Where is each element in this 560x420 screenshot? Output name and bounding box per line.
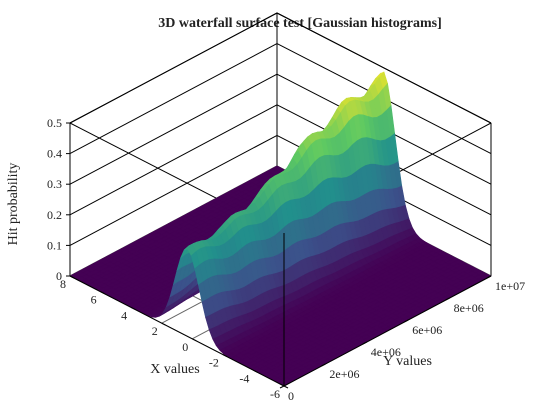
x-tick-mark [222, 354, 228, 358]
z-gridline [69, 12, 492, 124]
x-tick-mark [161, 322, 166, 326]
y-tick-label: 1e+07 [495, 279, 525, 293]
z-tick-label: 0.1 [47, 238, 62, 252]
x-tick-label: 6 [91, 293, 97, 307]
x-tick-mark [253, 369, 258, 373]
z-gridline [69, 104, 492, 216]
y-tick-label: 0 [288, 389, 294, 403]
y-axis-title: Y values [383, 354, 432, 369]
x-axis-title: X values [150, 362, 199, 377]
y-tick-mark [362, 341, 368, 345]
x-tick-label: 0 [182, 340, 188, 354]
z-gridline [69, 134, 492, 246]
x-tick-mark [130, 306, 136, 310]
y-tick-mark [403, 319, 409, 323]
y-tick-label: 2e+06 [329, 367, 359, 381]
axes-box-front [69, 233, 492, 387]
y-tick-mark [486, 275, 492, 279]
floor-edge-y [283, 275, 492, 387]
tick-labels: -6-4-20246802e+064e+066e+068e+061e+0700.… [47, 116, 525, 403]
y-tick-mark [279, 385, 285, 389]
y-tick-label: 8e+06 [454, 301, 484, 315]
x-tick-label: -6 [270, 387, 280, 401]
x-tick-mark [100, 291, 105, 295]
surface [69, 71, 492, 387]
z-tick-label: 0.5 [47, 116, 62, 130]
y-tick-mark [321, 363, 326, 367]
x-tick-label: 4 [121, 308, 127, 322]
z-gridline [69, 73, 492, 185]
z-tick-label: 0.2 [47, 208, 62, 222]
y-tick-label: 6e+06 [412, 323, 442, 337]
y-tick-label: 4e+06 [371, 345, 401, 359]
x-tick-label: 2 [152, 324, 158, 338]
x-tick-mark [69, 275, 75, 279]
chart-title: 3D waterfall surface test [Gaussian hist… [158, 16, 441, 31]
z-gridline [69, 43, 492, 155]
floor-edge-x [69, 275, 285, 387]
x-tick-mark [192, 338, 197, 342]
z-tick-label: 0.4 [47, 147, 62, 161]
x-tick-mark [283, 385, 289, 389]
y-tick-mark [445, 297, 450, 301]
x-tick-label: -2 [209, 356, 219, 370]
z-axis-title: Hit probability [6, 163, 21, 246]
x-tick-label: 8 [60, 277, 66, 291]
z-tick-label: 0 [56, 269, 62, 283]
x-tick-label: -4 [239, 371, 249, 385]
z-tick-label: 0.3 [47, 177, 62, 191]
